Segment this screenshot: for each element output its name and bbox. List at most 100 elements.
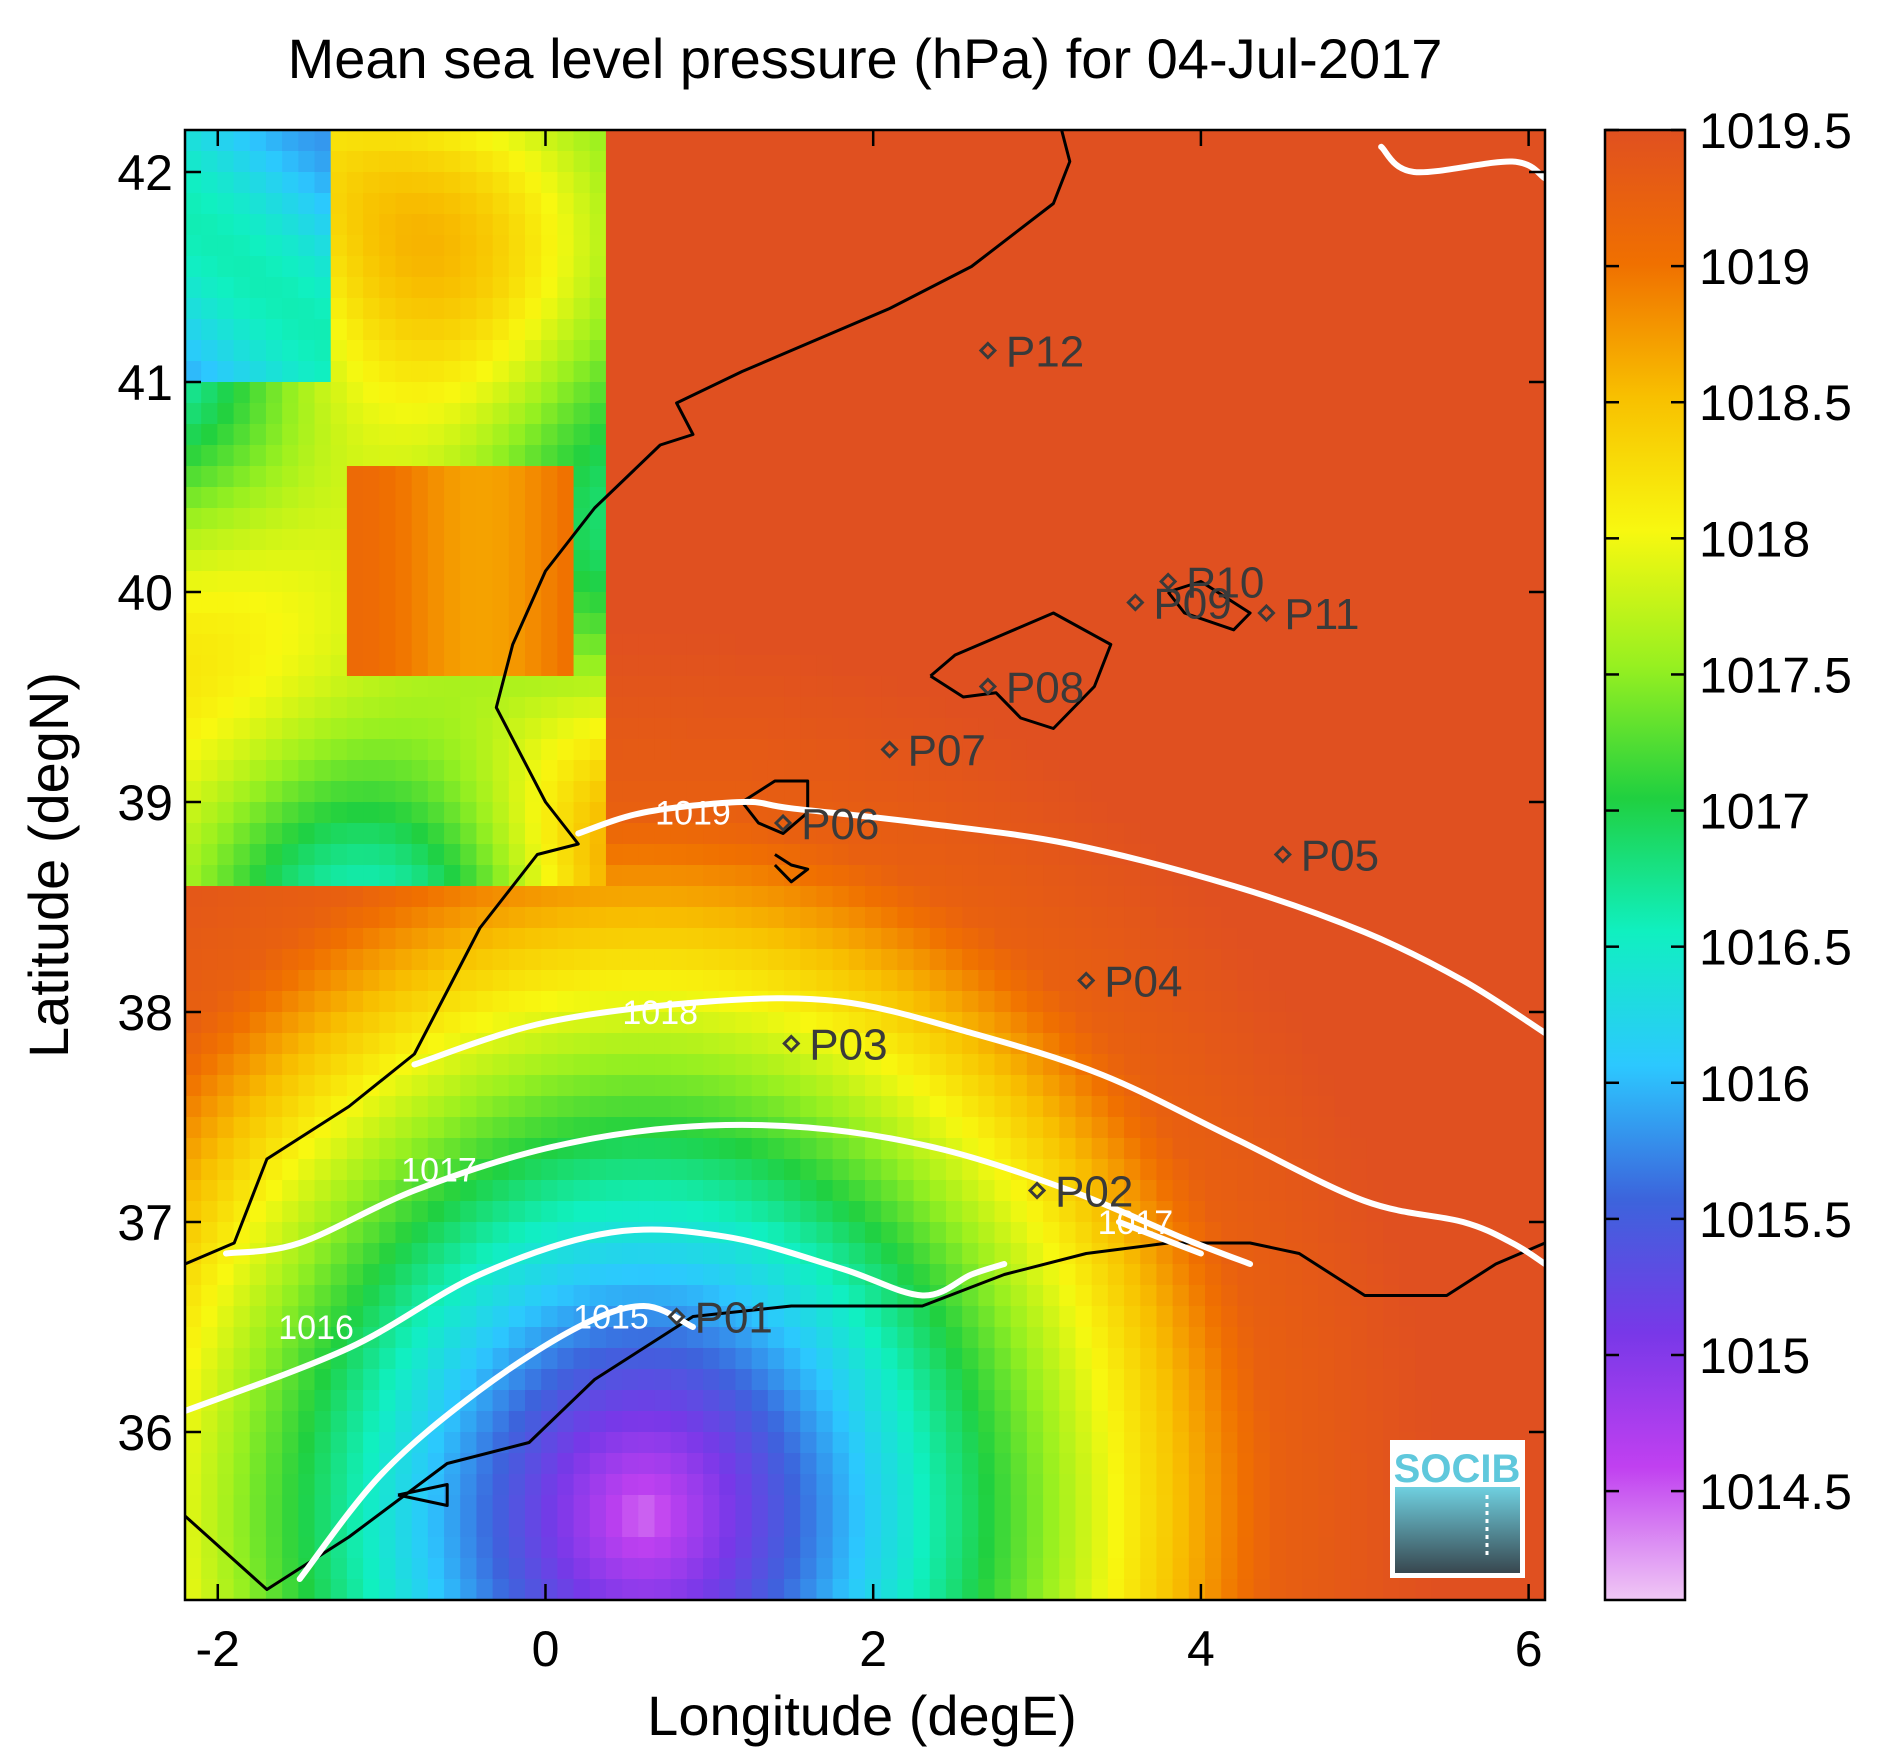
heatmap-cell — [735, 382, 753, 404]
heatmap-cell — [784, 319, 801, 341]
heatmap-cell — [460, 361, 478, 383]
heatmap-cell — [767, 361, 785, 383]
heatmap-cell — [1172, 613, 1190, 635]
heatmap-cell — [1334, 1327, 1352, 1349]
heatmap-cell — [638, 361, 656, 383]
heatmap-cell — [1415, 739, 1433, 761]
heatmap-cell — [1366, 1264, 1384, 1286]
heatmap-cell — [1512, 130, 1530, 152]
heatmap-cell — [1383, 634, 1400, 656]
heatmap-cell — [622, 277, 640, 299]
heatmap-cell — [379, 382, 397, 404]
heatmap-cell — [1237, 487, 1255, 509]
heatmap-cell — [1431, 424, 1449, 446]
heatmap-cell — [557, 445, 575, 467]
heatmap-cell — [217, 739, 235, 761]
heatmap-cell — [751, 256, 769, 278]
heatmap-cell — [622, 655, 640, 677]
heatmap-cell — [638, 844, 656, 866]
heatmap-cell — [962, 1117, 980, 1139]
heatmap-cell — [719, 382, 737, 404]
heatmap-cell — [751, 172, 769, 194]
heatmap-cell — [1528, 907, 1545, 929]
heatmap-cell — [832, 445, 850, 467]
heatmap-cell — [1464, 529, 1481, 551]
heatmap-cell — [978, 718, 996, 740]
heatmap-cell — [897, 1054, 915, 1076]
heatmap-cell — [1172, 319, 1190, 341]
heatmap-cell — [784, 214, 801, 236]
heatmap-cell — [185, 844, 202, 866]
heatmap-cell — [314, 655, 332, 677]
heatmap-cell — [897, 865, 915, 887]
heatmap-cell — [1124, 151, 1141, 173]
heatmap-cell — [314, 340, 332, 362]
heatmap-cell — [557, 1075, 575, 1097]
heatmap-cell — [541, 1306, 559, 1328]
heatmap-cell — [638, 235, 656, 257]
heatmap-cell — [832, 634, 850, 656]
heatmap-cell — [282, 781, 300, 803]
heatmap-cell — [897, 214, 915, 236]
heatmap-cell — [994, 613, 1012, 635]
heatmap-cell — [1399, 1117, 1417, 1139]
heatmap-cell — [201, 550, 219, 572]
heatmap-cell — [589, 1159, 607, 1181]
heatmap-cell — [1415, 697, 1433, 719]
heatmap-cell — [298, 1264, 316, 1286]
heatmap-cell — [201, 865, 219, 887]
heatmap-cell — [476, 340, 494, 362]
heatmap-cell — [816, 886, 834, 908]
heatmap-cell — [800, 424, 818, 446]
heatmap-cell — [492, 613, 510, 635]
heatmap-cell — [686, 718, 704, 740]
heatmap-cell — [994, 256, 1012, 278]
heatmap-cell — [1480, 1327, 1498, 1349]
heatmap-cell — [1415, 445, 1433, 467]
heatmap-cell — [379, 151, 397, 173]
heatmap-cell — [1496, 1201, 1514, 1223]
heatmap-cell — [395, 256, 413, 278]
heatmap-cell — [1480, 172, 1498, 194]
heatmap-cell — [411, 949, 429, 971]
heatmap-cell — [881, 172, 899, 194]
heatmap-cell — [1431, 382, 1449, 404]
heatmap-cell — [444, 655, 461, 677]
heatmap-cell — [962, 1033, 980, 1055]
heatmap-cell — [330, 592, 348, 614]
heatmap-cell — [735, 760, 753, 782]
heatmap-cell — [1059, 1348, 1077, 1370]
heatmap-cell — [1107, 1348, 1125, 1370]
heatmap-cell — [751, 1096, 769, 1118]
heatmap-cell — [492, 571, 510, 593]
heatmap-cell — [1350, 550, 1368, 572]
heatmap-cell — [1366, 1348, 1384, 1370]
heatmap-cell — [201, 1369, 219, 1391]
heatmap-cell — [363, 298, 380, 320]
heatmap-cell — [751, 1306, 769, 1328]
heatmap-cell — [427, 1033, 445, 1055]
heatmap-cell — [492, 1222, 510, 1244]
heatmap-cell — [249, 319, 267, 341]
heatmap-cell — [735, 1054, 753, 1076]
heatmap-cell — [670, 130, 688, 152]
heatmap-cell — [1140, 718, 1158, 740]
heatmap-cell — [1107, 592, 1125, 614]
heatmap-cell — [1075, 529, 1093, 551]
heatmap-cell — [1415, 1138, 1433, 1160]
heatmap-cell — [945, 151, 963, 173]
heatmap-cell — [654, 613, 672, 635]
heatmap-cell — [929, 508, 947, 530]
heatmap-cell — [1350, 697, 1368, 719]
heatmap-cell — [767, 634, 785, 656]
heatmap-cell — [265, 382, 283, 404]
heatmap-cell — [492, 151, 510, 173]
heatmap-cell — [1221, 193, 1239, 215]
heatmap-cell — [1447, 907, 1465, 929]
heatmap-cell — [1383, 1348, 1400, 1370]
heatmap-cell — [1350, 487, 1368, 509]
heatmap-cell — [249, 1117, 267, 1139]
heatmap-cell — [1253, 928, 1271, 950]
heatmap-cell — [460, 1201, 478, 1223]
heatmap-cell — [314, 1033, 332, 1055]
